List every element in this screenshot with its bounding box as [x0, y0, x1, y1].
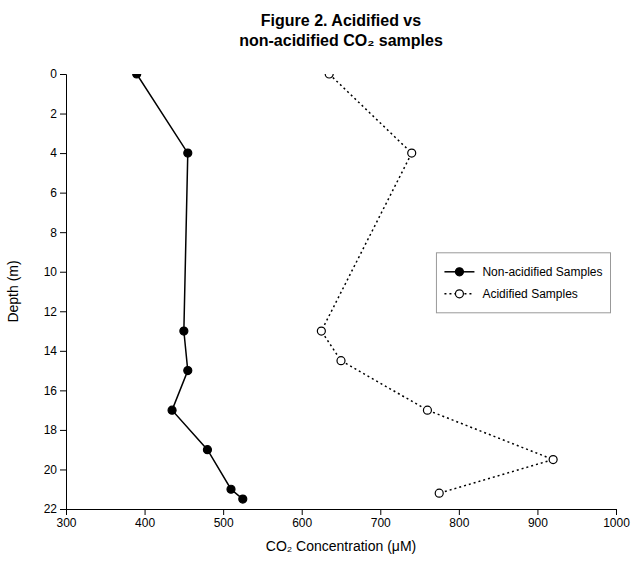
title-line: Figure 2. Acidified vs	[261, 12, 421, 29]
series-point	[435, 489, 443, 497]
x-tick-label: 700	[371, 516, 391, 530]
y-tick-label: 16	[44, 384, 58, 398]
y-tick-label: 4	[50, 146, 57, 160]
y-tick-label: 14	[44, 344, 58, 358]
series-point	[227, 485, 235, 493]
series-point	[325, 74, 333, 78]
x-tick-label: 300	[56, 516, 76, 530]
series-point	[184, 367, 192, 375]
y-tick-label: 8	[50, 226, 57, 240]
x-tick: 1000	[603, 509, 630, 530]
series-point	[133, 74, 141, 78]
y-tick-mark	[60, 74, 66, 75]
y-tick: 8	[50, 226, 66, 240]
legend-marker	[455, 268, 463, 276]
y-tick: 14	[44, 344, 66, 358]
title-line: non-acidified CO₂ samples	[239, 32, 443, 49]
series-line	[137, 74, 243, 499]
y-tick-label: 22	[44, 502, 58, 516]
x-tick: 600	[292, 509, 312, 530]
legend-frame	[436, 253, 610, 313]
y-tick-mark	[60, 430, 66, 431]
series-point	[168, 406, 176, 414]
y-tick: 12	[44, 305, 66, 319]
y-tick-mark	[60, 390, 66, 391]
series-point	[317, 327, 325, 335]
x-axis-line	[67, 510, 617, 516]
series-point	[549, 456, 557, 464]
y-tick-mark	[60, 351, 66, 352]
legend: Non-acidified Samples Acidified Samples	[436, 253, 610, 313]
series-point	[180, 327, 188, 335]
y-tick: 20	[44, 463, 66, 477]
y-tick: 6	[50, 186, 66, 200]
y-tick-label: 10	[44, 265, 58, 279]
y-axis-line	[60, 75, 67, 510]
x-tick-label: 1000	[603, 516, 630, 530]
x-tick-label: 800	[449, 516, 469, 530]
y-tick-label: 18	[44, 423, 58, 437]
y-tick-mark	[60, 509, 66, 510]
x-axis: 300 400 500 600 700 800 900 1000	[56, 509, 630, 530]
y-tick-label: 0	[50, 67, 57, 81]
y-tick: 22	[44, 502, 66, 516]
x-axis-title: CO₂ Concentration (μM)	[266, 538, 416, 554]
y-tick-mark	[60, 469, 66, 470]
legend-label: Non-acidified Samples	[482, 265, 602, 279]
y-tick-mark	[60, 193, 66, 194]
x-tick: 300	[56, 509, 76, 530]
x-tick-mark	[223, 509, 224, 515]
y-axis: 0 2 4 6 8 10 12 14 16 18 20 22	[44, 67, 67, 516]
x-tick-mark	[537, 509, 538, 515]
plot-root: 300 400 500 600 700 800 900 1000 0 2 4 6 8 10 12 14 16 18…	[44, 67, 631, 529]
y-tick: 16	[44, 384, 66, 398]
x-tick-mark	[616, 509, 617, 515]
y-tick: 18	[44, 423, 66, 437]
legend-label: Acidified Samples	[482, 287, 577, 301]
legend-marker	[455, 290, 463, 298]
y-tick-label: 6	[50, 186, 57, 200]
x-tick: 700	[371, 509, 391, 530]
series-point	[184, 149, 192, 157]
y-tick-mark	[60, 232, 66, 233]
series-point	[423, 406, 431, 414]
x-tick-mark	[145, 509, 146, 515]
x-tick-label: 900	[528, 516, 548, 530]
y-tick-mark	[60, 272, 66, 273]
y-tick: 2	[50, 107, 66, 121]
y-tick-label: 2	[50, 107, 57, 121]
y-tick-label: 12	[44, 305, 58, 319]
title: Figure 2. Acidified vs non-acidified CO₂ …	[239, 12, 443, 49]
y-tick-label: 20	[44, 463, 58, 477]
x-tick: 400	[135, 509, 155, 530]
x-tick-mark	[380, 509, 381, 515]
x-tick-mark	[302, 509, 303, 515]
x-tick-label: 400	[135, 516, 155, 530]
chart: 300 400 500 600 700 800 900 1000 0 2 4 6 8 10 12 14 16 18…	[0, 0, 640, 567]
series-point	[408, 149, 416, 157]
y-tick: 10	[44, 265, 66, 279]
x-tick: 500	[214, 509, 234, 530]
y-tick: 0	[50, 67, 66, 81]
series-point	[239, 495, 247, 503]
y-tick-mark	[60, 114, 66, 115]
x-tick-label: 500	[214, 516, 234, 530]
x-tick-mark	[459, 509, 460, 515]
series-point	[203, 446, 211, 454]
y-tick: 4	[50, 146, 66, 160]
x-tick: 800	[449, 509, 469, 530]
y-tick-mark	[60, 311, 66, 312]
y-tick-mark	[60, 153, 66, 154]
y-axis-title: Depth (m)	[5, 260, 21, 322]
series-point	[337, 357, 345, 365]
x-tick-label: 600	[292, 516, 312, 530]
x-tick: 900	[528, 509, 548, 530]
